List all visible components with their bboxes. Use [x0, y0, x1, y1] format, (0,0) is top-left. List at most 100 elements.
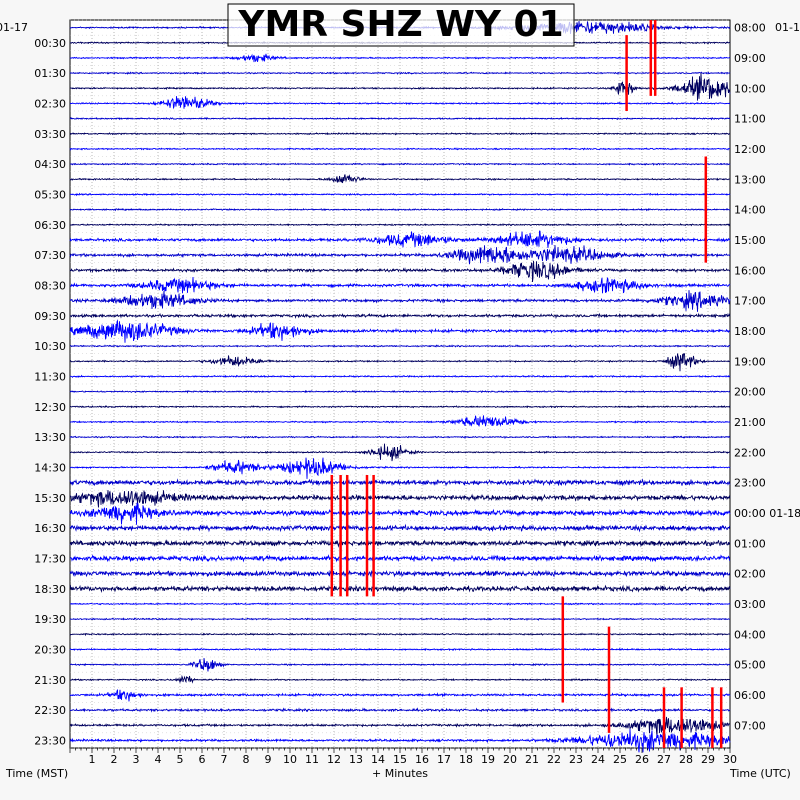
left-time-label: 07:30 — [34, 249, 66, 262]
seismic-trace-row — [69, 674, 731, 684]
x-tick-label: 15 — [393, 753, 407, 766]
left-time-label: 03:30 — [34, 128, 66, 141]
seismic-trace-row — [69, 554, 731, 563]
x-tick-label: 7 — [221, 753, 228, 766]
seismic-trace-row — [69, 523, 731, 533]
seismic-trace-row — [69, 276, 731, 294]
left-time-label: 22:30 — [34, 704, 66, 717]
x-tick-label: 12 — [327, 753, 341, 766]
right-time-label: 08:00 — [734, 22, 766, 35]
seismic-trace-row — [69, 457, 731, 479]
left-time-label: 17:30 — [34, 552, 66, 565]
x-axis-label: + Minutes — [372, 767, 428, 780]
left-time-label: 09:30 — [34, 310, 66, 323]
left-time-label: 19:30 — [34, 613, 66, 626]
right-time-label: 00:00 01-18 — [734, 507, 800, 520]
seismic-trace-row — [69, 352, 731, 372]
seismic-trace-row — [69, 147, 731, 152]
seismic-trace-row — [69, 96, 730, 110]
seismic-trace-row — [69, 728, 731, 753]
seismic-trace-row — [69, 569, 731, 578]
seismic-trace-row — [70, 192, 731, 197]
x-tick-label: 21 — [525, 753, 539, 766]
x-tick-label: 14 — [371, 753, 385, 766]
seismic-trace-row — [69, 502, 731, 525]
events — [330, 20, 723, 748]
y-axis-label-right: Time (UTC) — [729, 767, 791, 780]
x-tick-label: 3 — [133, 753, 140, 766]
right-time-label: 17:00 — [734, 295, 766, 308]
left-time-label: 08:30 — [34, 279, 66, 292]
seismic-trace-row — [69, 632, 730, 637]
gridlines — [70, 19, 730, 749]
seismic-trace-row — [69, 71, 731, 76]
left-time-label: 02:30 — [34, 97, 66, 110]
seismic-trace-row — [69, 490, 731, 508]
right-time-label: 04:00 — [734, 628, 766, 641]
x-tick-label: 13 — [349, 753, 363, 766]
x-tick-label: 18 — [459, 753, 473, 766]
x-tick-labels: 1 2 3 4 5 6 7 8 9 10 11 12 13 14 15 16 17 18 19 20 21 22 23 24 2… — [69, 748, 737, 766]
x-tick-label: 17 — [437, 753, 451, 766]
x-tick-label: 6 — [199, 753, 206, 766]
traces — [69, 21, 731, 753]
seismic-trace-row — [69, 174, 731, 184]
x-tick-label: 2 — [111, 753, 118, 766]
left-time-label: 04:30 — [34, 158, 66, 171]
x-tick-label: 25 — [613, 753, 627, 766]
right-time-label: 14:00 — [734, 204, 766, 217]
chart-title: YMR SHZ WY 01 — [237, 4, 563, 45]
x-tick-label: 19 — [481, 753, 495, 766]
right-time-label: 07:00 — [734, 719, 766, 732]
left-time-label: 18:30 — [34, 583, 66, 596]
seismic-trace-row — [69, 389, 730, 394]
x-tick-label: 26 — [635, 753, 649, 766]
left-time-label: 21:30 — [34, 674, 66, 687]
seismic-trace-row — [69, 290, 731, 312]
x-tick-label: 5 — [177, 753, 184, 766]
seismic-trace-row — [69, 602, 731, 606]
x-tick-label: 10 — [283, 753, 297, 766]
right-time-label: 16:00 — [734, 264, 766, 277]
x-tick-label: 29 — [701, 753, 715, 766]
seismic-trace-row — [69, 230, 731, 248]
seismic-trace-row — [69, 658, 731, 672]
seismic-trace-row — [69, 72, 731, 101]
right-time-label: 20:00 — [734, 386, 766, 399]
seismic-trace-row — [69, 415, 731, 427]
seismic-trace-row — [69, 707, 731, 713]
left-date-label: 01-17 — [0, 21, 28, 34]
right-time-label: 09:00 — [734, 52, 766, 65]
x-tick-label: 23 — [569, 753, 583, 766]
right-time-label: 13:00 — [734, 173, 766, 186]
right-time-label: 11:00 — [734, 113, 766, 126]
seismic-trace-row — [69, 245, 731, 265]
x-tick-label: 11 — [305, 753, 319, 766]
x-tick-label: 8 — [243, 753, 250, 766]
seismic-trace-row — [69, 374, 731, 379]
seismic-trace-row — [69, 688, 731, 702]
left-time-label: 16:30 — [34, 522, 66, 535]
right-time-label: 23:00 — [734, 477, 766, 490]
left-time-label: 13:30 — [34, 431, 66, 444]
right-time-label: 21:00 — [734, 416, 766, 429]
right-time-label: 03:00 — [734, 598, 766, 611]
right-time-label: 06:00 — [734, 689, 766, 702]
right-date-label: 01-1 — [775, 21, 800, 34]
seismic-trace-row — [69, 584, 731, 594]
right-time-label: 10:00 — [734, 82, 766, 95]
right-time-label: 02:00 — [734, 568, 766, 581]
left-time-labels: 00:30 01:30 02:30 03:30 04:30 05:30 06:30 07:30… — [34, 37, 66, 748]
left-time-label: 20:30 — [34, 643, 66, 656]
x-tick-label: 4 — [155, 753, 162, 766]
right-time-label: 01:00 — [734, 537, 766, 550]
left-time-label: 10:30 — [34, 340, 66, 353]
right-time-label: 05:00 — [734, 659, 766, 672]
seismic-trace-row — [69, 260, 731, 283]
seismic-trace-row — [69, 539, 731, 548]
seismic-trace-row — [69, 319, 731, 343]
seismic-trace-row — [69, 617, 730, 621]
seismic-trace-row — [69, 222, 731, 227]
seismic-trace-row — [69, 53, 731, 63]
